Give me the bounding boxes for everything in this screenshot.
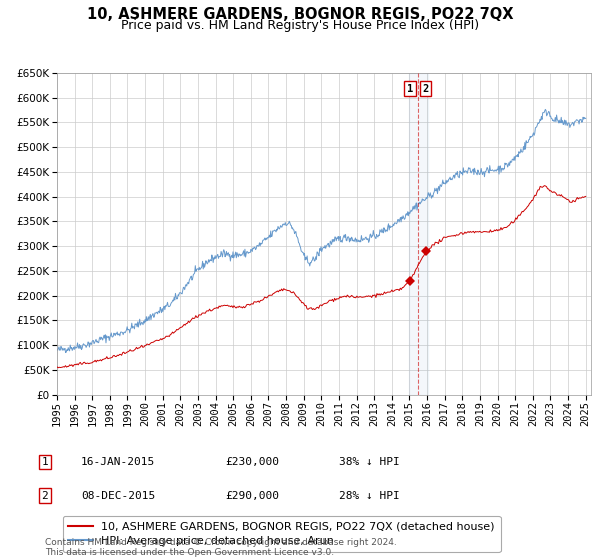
Text: 1: 1	[407, 83, 413, 94]
Text: 2: 2	[41, 491, 49, 501]
Text: 08-DEC-2015: 08-DEC-2015	[81, 491, 155, 501]
Legend: 10, ASHMERE GARDENS, BOGNOR REGIS, PO22 7QX (detached house), HPI: Average price: 10, ASHMERE GARDENS, BOGNOR REGIS, PO22 …	[62, 516, 500, 552]
Text: 2: 2	[422, 83, 429, 94]
Text: 10, ASHMERE GARDENS, BOGNOR REGIS, PO22 7QX: 10, ASHMERE GARDENS, BOGNOR REGIS, PO22 …	[87, 7, 513, 22]
Text: 1: 1	[41, 457, 49, 467]
Text: 28% ↓ HPI: 28% ↓ HPI	[339, 491, 400, 501]
Text: 16-JAN-2015: 16-JAN-2015	[81, 457, 155, 467]
Bar	[409, 73, 428, 395]
Text: £290,000: £290,000	[225, 491, 279, 501]
Text: Contains HM Land Registry data © Crown copyright and database right 2024.
This d: Contains HM Land Registry data © Crown c…	[45, 538, 397, 557]
Text: 38% ↓ HPI: 38% ↓ HPI	[339, 457, 400, 467]
Text: Price paid vs. HM Land Registry's House Price Index (HPI): Price paid vs. HM Land Registry's House …	[121, 19, 479, 32]
Text: £230,000: £230,000	[225, 457, 279, 467]
